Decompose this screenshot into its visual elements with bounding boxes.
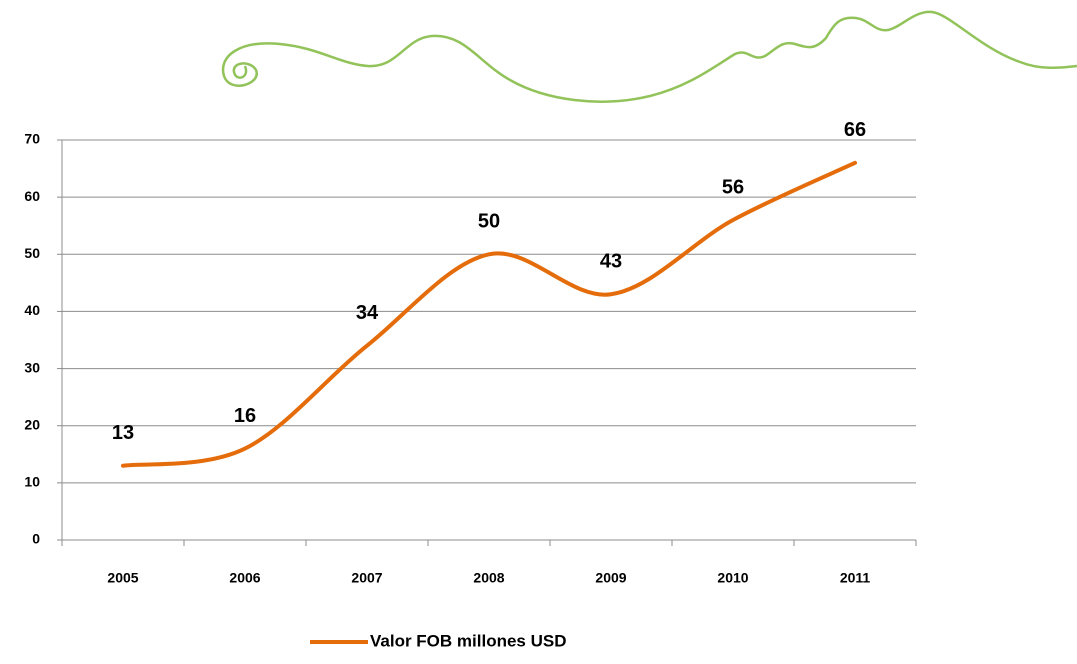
y-tick-label: 30 (24, 359, 40, 375)
x-tick-label: 2011 (840, 570, 871, 586)
x-tick-label: 2007 (351, 570, 382, 586)
x-tick-label: 2005 (107, 570, 138, 586)
data-label: 34 (356, 302, 379, 324)
y-tick-label: 0 (32, 531, 40, 547)
legend-label: Valor FOB millones USD (370, 631, 567, 650)
x-tick-label: 2008 (473, 570, 504, 586)
data-label: 50 (478, 211, 500, 233)
x-tick-label: 2009 (595, 570, 626, 586)
x-tick-label: 2010 (717, 570, 748, 586)
y-tick-label: 40 (24, 302, 40, 318)
data-label: 43 (600, 251, 622, 273)
y-tick-label: 20 (24, 416, 40, 432)
y-tick-label: 60 (24, 188, 40, 204)
x-tick-label: 2006 (229, 570, 260, 586)
data-label: 66 (844, 119, 866, 141)
data-label: 13 (112, 422, 134, 444)
y-tick-label: 50 (24, 245, 40, 261)
decoration (221, 10, 1077, 103)
data-label: 16 (234, 405, 256, 427)
series-line (121, 160, 857, 468)
y-tick-label: 70 (24, 131, 40, 147)
data-label: 56 (722, 176, 744, 198)
y-tick-label: 10 (24, 474, 40, 490)
